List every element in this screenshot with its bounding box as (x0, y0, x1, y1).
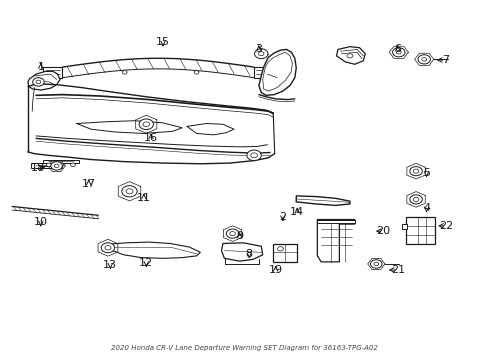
Text: 18: 18 (30, 163, 44, 173)
Circle shape (59, 163, 64, 167)
Circle shape (142, 122, 149, 127)
Text: 6: 6 (393, 45, 401, 54)
Polygon shape (336, 47, 365, 64)
Circle shape (36, 80, 41, 84)
Circle shape (54, 164, 59, 168)
Polygon shape (31, 163, 62, 168)
Polygon shape (258, 49, 296, 95)
Text: 4: 4 (422, 203, 429, 213)
Text: 2020 Honda CR-V Lane Departure Warning SET Diagram for 36163-TPG-A02: 2020 Honda CR-V Lane Departure Warning S… (111, 345, 377, 351)
Polygon shape (401, 224, 407, 229)
Circle shape (246, 150, 261, 161)
Circle shape (250, 153, 257, 158)
Circle shape (370, 260, 381, 268)
Polygon shape (28, 71, 60, 90)
Text: 1: 1 (37, 62, 44, 72)
Circle shape (229, 231, 235, 236)
Polygon shape (221, 243, 262, 261)
Text: 3: 3 (255, 45, 262, 54)
Circle shape (70, 163, 75, 167)
Circle shape (409, 195, 422, 204)
Circle shape (226, 229, 238, 238)
Text: 20: 20 (376, 226, 390, 236)
Text: 15: 15 (156, 37, 170, 48)
Polygon shape (317, 220, 354, 262)
Circle shape (105, 246, 111, 250)
Circle shape (101, 243, 114, 253)
Circle shape (373, 262, 378, 266)
Text: 10: 10 (34, 217, 48, 227)
Text: 19: 19 (268, 265, 282, 275)
Circle shape (396, 50, 400, 54)
Polygon shape (406, 217, 434, 244)
Circle shape (392, 48, 404, 57)
Circle shape (409, 167, 422, 176)
Circle shape (122, 186, 137, 197)
Text: 2: 2 (279, 212, 286, 222)
Circle shape (412, 197, 418, 202)
Circle shape (254, 49, 267, 59)
Circle shape (33, 78, 44, 86)
Circle shape (194, 71, 199, 74)
Text: 8: 8 (245, 249, 252, 259)
Circle shape (139, 119, 153, 130)
Circle shape (277, 247, 283, 251)
Polygon shape (296, 196, 349, 206)
Text: 9: 9 (236, 231, 243, 242)
Polygon shape (43, 67, 62, 78)
Polygon shape (254, 67, 273, 78)
Text: 14: 14 (289, 207, 304, 217)
Text: 12: 12 (139, 258, 153, 268)
Circle shape (258, 52, 264, 56)
Text: 16: 16 (144, 133, 158, 143)
Text: 21: 21 (390, 265, 404, 275)
Text: 17: 17 (81, 179, 96, 189)
Text: 13: 13 (103, 260, 117, 270)
Text: 11: 11 (137, 193, 151, 203)
Circle shape (417, 55, 429, 64)
Circle shape (346, 54, 352, 58)
Polygon shape (43, 159, 79, 163)
Text: 7: 7 (441, 55, 448, 65)
Text: 22: 22 (438, 221, 452, 231)
Polygon shape (108, 242, 200, 258)
Text: 5: 5 (422, 168, 429, 178)
Circle shape (421, 58, 426, 61)
Circle shape (46, 163, 51, 167)
Circle shape (412, 169, 418, 173)
Polygon shape (273, 244, 297, 262)
Circle shape (51, 162, 62, 170)
Circle shape (122, 71, 127, 74)
Circle shape (126, 189, 133, 194)
Polygon shape (317, 220, 354, 223)
